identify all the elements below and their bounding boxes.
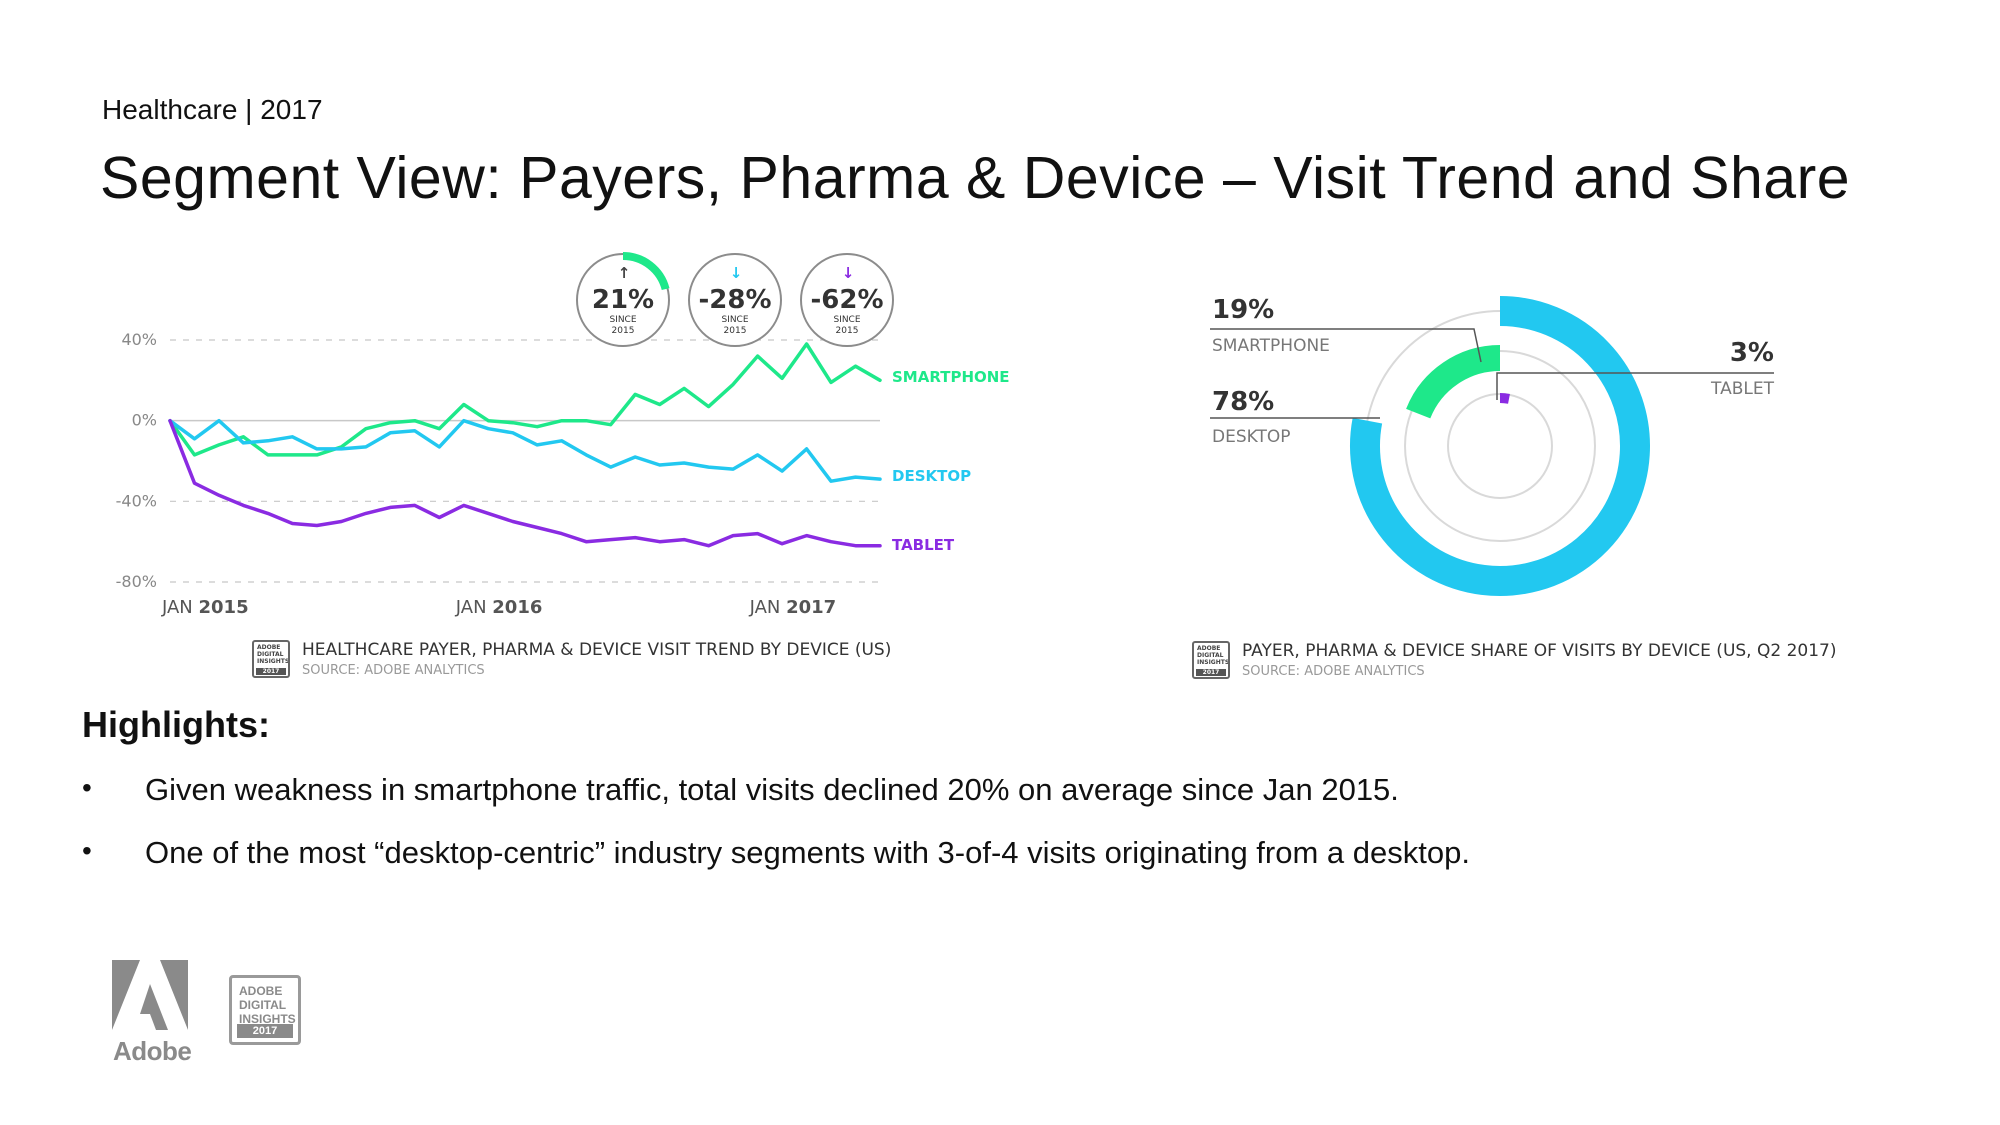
- trend-chart-caption-source: SOURCE: ADOBE ANALYTICS: [302, 663, 485, 678]
- x-tick-label: JAN 2016: [455, 597, 543, 618]
- series-line-tablet: [168, 418, 882, 548]
- page-kicker: Healthcare | 2017: [102, 94, 323, 125]
- bullet-marker: •: [82, 772, 92, 803]
- share-label-desktop: DESKTOP: [1212, 427, 1290, 447]
- caption-badge-right: ADOBE DIGITAL INSIGHTS 2017: [1192, 641, 1230, 679]
- highlight-item: Given weakness in smartphone traffic, to…: [145, 772, 1399, 807]
- series-label-tablet: TABLET: [892, 536, 955, 554]
- change-badge-ring: [688, 253, 782, 347]
- series-line-desktop: [168, 418, 882, 483]
- badge-line: ADOBE: [257, 644, 281, 651]
- badge-line: INSIGHTS: [239, 1012, 296, 1026]
- adobe-logo-icon: [112, 960, 188, 1030]
- change-badge-arrow: ↑: [618, 264, 631, 282]
- change-badge-arc: [622, 252, 670, 291]
- leader-line-tablet: [1496, 372, 1774, 400]
- bullet-marker: •: [82, 835, 92, 866]
- change-badge-arrow: ↓: [842, 264, 855, 282]
- series-line-smartphone: [168, 342, 882, 457]
- badge-line: ADOBE: [239, 984, 283, 998]
- highlights-title: Highlights:: [82, 704, 270, 745]
- change-badge-line: 2015: [612, 326, 635, 336]
- badge-year: 2017: [1196, 669, 1226, 676]
- change-badge-ring: [800, 253, 894, 347]
- ring-slice-desktop: [1350, 296, 1650, 596]
- series-label-smartphone: SMARTPHONE: [892, 368, 1010, 386]
- badge-line: DIGITAL: [257, 651, 284, 658]
- ring-track: [1447, 393, 1553, 499]
- badge-line: DIGITAL: [239, 998, 287, 1012]
- ring-slice-smartphone: [1406, 345, 1501, 419]
- badge-year: 2017: [256, 668, 286, 675]
- page-title: Segment View: Payers, Pharma & Device – …: [100, 145, 1851, 211]
- y-tick-label: -40%: [116, 491, 157, 510]
- adobe-wordmark: Adobe: [113, 1036, 192, 1066]
- change-badge-line: SINCE: [721, 315, 748, 325]
- share-value-tablet: 3%: [1730, 338, 1774, 368]
- share-value-desktop: 78%: [1212, 387, 1274, 417]
- change-badge-value: 21%: [592, 285, 654, 315]
- y-tick-label: -80%: [116, 572, 157, 591]
- share-label-tablet: TABLET: [1710, 379, 1775, 399]
- change-badge-value: -62%: [810, 285, 883, 315]
- visit-trend-line-chart: 40% 0% -40% -80%JAN 2015 JAN 2016 JAN 2017 SMA…: [116, 252, 1010, 618]
- share-label-smartphone: SMARTPHONE: [1212, 336, 1330, 356]
- device-share-ring-chart: 19% SMARTPHONE 78% DESKTOP 3% TABLET: [1210, 295, 1775, 596]
- share-chart-caption-title: PAYER, PHARMA & DEVICE SHARE OF VISITS B…: [1242, 641, 1837, 661]
- badge-line: INSIGHTS: [257, 658, 290, 665]
- change-badge-value: -28%: [698, 285, 771, 315]
- change-badge-line: 2015: [836, 326, 859, 336]
- y-tick-label: 0%: [132, 411, 157, 430]
- badge-line: ADOBE: [1197, 645, 1221, 652]
- change-badge-line: SINCE: [609, 315, 636, 325]
- adobe-digital-insights-badge: ADOBE DIGITAL INSIGHTS 2017: [229, 975, 301, 1045]
- highlight-item: One of the most “desktop-centric” indust…: [145, 835, 1470, 870]
- trend-chart-caption-title: HEALTHCARE PAYER, PHARMA & DEVICE VISIT …: [302, 640, 892, 660]
- badge-line: INSIGHTS: [1197, 659, 1230, 666]
- badge-year: 2017: [237, 1024, 293, 1038]
- ring-slice-tablet: [1499, 393, 1510, 404]
- change-badge-line: 2015: [724, 326, 747, 336]
- share-chart-caption-source: SOURCE: ADOBE ANALYTICS: [1242, 664, 1425, 679]
- x-tick-label: JAN 2015: [161, 597, 249, 618]
- change-badge-arrow: ↓: [730, 264, 743, 282]
- caption-badge-left: ADOBE DIGITAL INSIGHTS 2017: [252, 640, 290, 678]
- y-tick-label: 40%: [121, 330, 157, 349]
- x-tick-label: JAN 2017: [749, 597, 837, 618]
- change-badge-line: SINCE: [833, 315, 860, 325]
- leader-line-smartphone: [1210, 328, 1482, 363]
- share-value-smartphone: 19%: [1212, 295, 1274, 325]
- badge-line: DIGITAL: [1197, 652, 1224, 659]
- series-label-desktop: DESKTOP: [892, 467, 971, 485]
